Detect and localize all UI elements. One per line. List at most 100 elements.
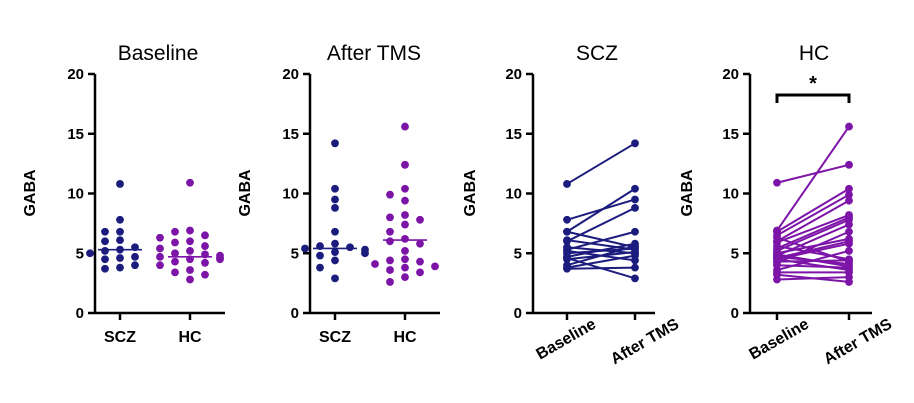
data-point-scz (116, 227, 124, 236)
data-point-hc (386, 266, 394, 274)
data-point-hc (371, 260, 379, 268)
data-point-hc (201, 270, 209, 279)
data-point-scz (131, 261, 139, 270)
data-point-hc (386, 190, 394, 199)
data-point-after-tms (845, 220, 853, 229)
data-point-scz (331, 227, 339, 236)
subject-line (566, 266, 636, 270)
y-tick-label: 0 (731, 305, 739, 322)
data-point-scz (331, 248, 339, 256)
panel-baseline: Baseline GABA SCZ HC (22, 42, 202, 346)
y-tick-label: 5 (514, 245, 522, 262)
data-point-hc (401, 246, 409, 255)
data-point-hc (186, 246, 194, 255)
data-point-hc (171, 227, 179, 236)
data-point-baseline (563, 227, 571, 236)
data-point-hc (201, 231, 209, 240)
data-point-hc (416, 215, 424, 224)
y-tick-label: 20 (722, 66, 739, 83)
data-point-after-tms (631, 242, 639, 250)
x-tick-label-scz: SCZ (104, 329, 136, 346)
y-tick-label: 10 (722, 186, 739, 203)
y-axis-label: GABA (462, 169, 479, 217)
data-point-hc (186, 226, 194, 235)
x-tick-label-hc: HC (178, 329, 202, 346)
data-point-after-tms (631, 195, 639, 204)
y-axis-label: GABA (237, 169, 254, 217)
data-point-after-tms (631, 251, 639, 260)
subject-line (776, 223, 850, 257)
subject-line (566, 230, 636, 249)
data-point-hc (431, 262, 439, 271)
y-tick-label: 5 (731, 245, 739, 262)
data-point-hc (156, 261, 164, 270)
subject-line (776, 218, 850, 252)
data-point-scz (331, 274, 339, 283)
data-point-scz (116, 180, 124, 188)
data-point-baseline (563, 215, 571, 224)
data-point-hc (401, 196, 409, 205)
y-tick-label: 5 (76, 245, 84, 262)
data-point-baseline (563, 264, 571, 273)
data-point-baseline (773, 178, 781, 187)
data-point-scz (116, 236, 124, 245)
data-point-scz (101, 255, 109, 264)
data-point-scz (346, 243, 354, 252)
panel-title-hc: HC (799, 42, 829, 65)
data-point-scz (116, 263, 124, 272)
data-point-hc (171, 238, 179, 247)
y-axis-label: GABA (22, 169, 39, 217)
subject-line (776, 249, 850, 271)
data-point-scz (101, 264, 109, 273)
data-point-baseline (563, 255, 571, 264)
y-tick-label: 10 (505, 186, 522, 203)
data-point-scz (331, 139, 339, 148)
y-axis-label: GABA (679, 169, 696, 217)
data-point-baseline (773, 275, 781, 284)
data-point-hc (216, 255, 224, 264)
data-point-after-tms (631, 274, 639, 283)
data-point-hc (156, 244, 164, 253)
data-point-hc (186, 237, 194, 246)
y-tick-label: 15 (282, 126, 299, 143)
y-tick-label: 15 (67, 126, 84, 143)
data-point-hc (401, 160, 409, 169)
data-point-hc (156, 233, 164, 242)
data-point-scz (101, 227, 109, 236)
data-point-hc (416, 239, 424, 248)
data-point-scz (316, 251, 324, 260)
data-point-after-tms (631, 227, 639, 236)
y-tick-label: 5 (291, 245, 299, 262)
panel-title-scz: SCZ (576, 42, 618, 65)
data-point-scz (331, 256, 339, 265)
chart-marks: 0 5 10 15 20 0 5 10 15 20 0 5 10 15 20 0 5 10 15 20 (67, 66, 872, 322)
data-point-hc (186, 178, 194, 187)
panel-title-baseline: Baseline (118, 42, 199, 65)
subject-line (776, 264, 850, 269)
panel-title-after-tms: After TMS (327, 42, 421, 65)
data-point-hc (401, 263, 409, 272)
data-point-scz (331, 239, 339, 248)
data-point-hc (401, 273, 409, 282)
data-point-after-tms (631, 139, 639, 148)
significance-star: * (809, 73, 817, 95)
subject-line (776, 276, 850, 281)
subject-line (776, 163, 850, 184)
data-point-scz (116, 215, 124, 224)
subject-line (566, 142, 636, 185)
data-point-hc (416, 268, 424, 277)
data-point-scz (101, 246, 109, 255)
data-point-after-tms (631, 263, 639, 272)
subject-line (776, 199, 850, 243)
data-point-hc (201, 258, 209, 267)
data-point-hc (186, 266, 194, 274)
data-point-after-tms (845, 256, 853, 265)
data-point-hc (186, 275, 194, 284)
data-point-hc (171, 257, 179, 266)
data-point-after-tms (845, 246, 853, 255)
panel-after-tms: After TMS GABA SCZ HC (237, 42, 421, 346)
data-point-baseline (563, 237, 571, 246)
x-tick-label-hc: HC (393, 329, 417, 346)
y-tick-label: 10 (282, 186, 299, 203)
